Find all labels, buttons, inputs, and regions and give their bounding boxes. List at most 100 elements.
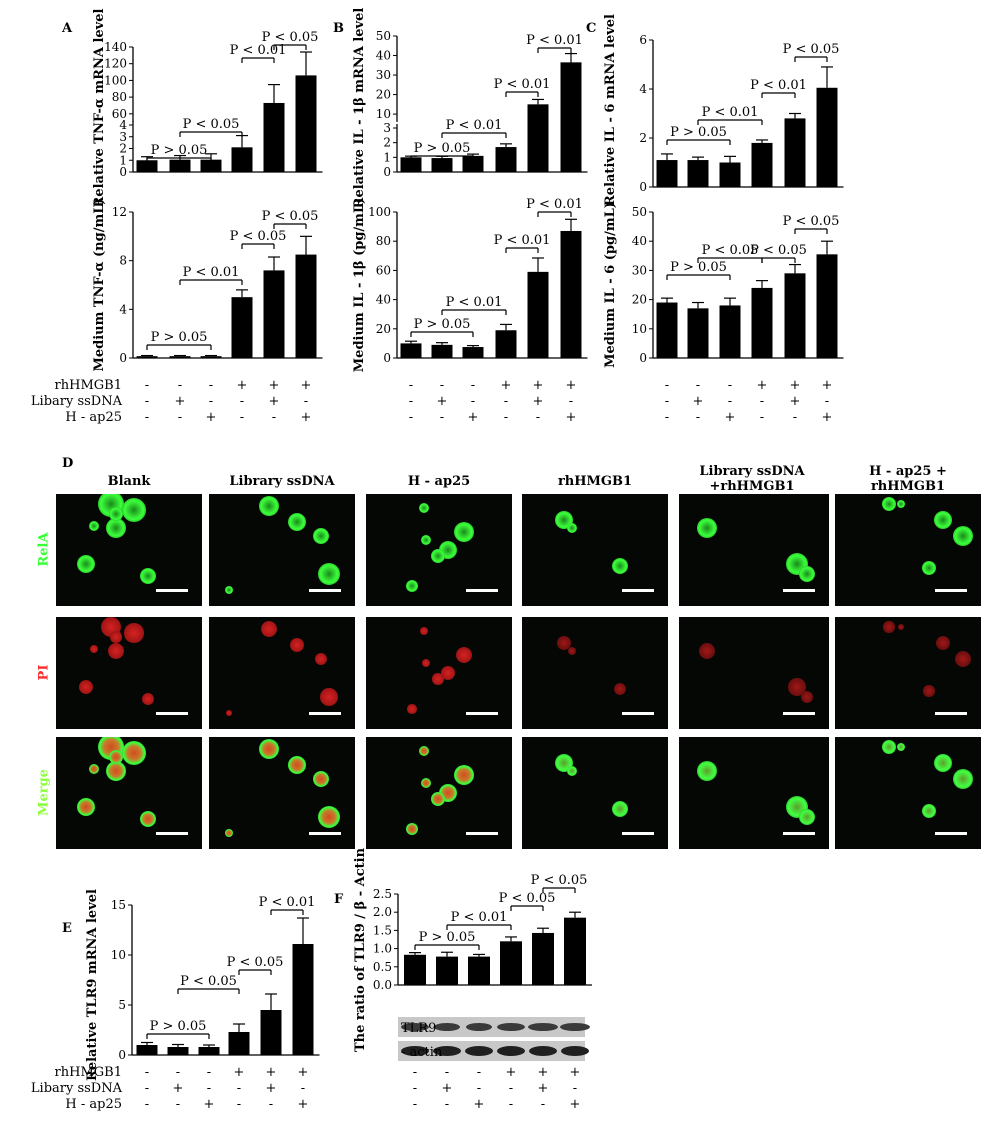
y-tick-label: 0 bbox=[119, 165, 127, 179]
treatment-sign: - bbox=[145, 1065, 149, 1080]
scale-bar bbox=[783, 832, 815, 835]
y-tick-label: 50 bbox=[632, 205, 647, 219]
cell bbox=[419, 746, 429, 756]
treatment-sign: - bbox=[504, 410, 508, 425]
y-axis-title: Medium IL - 6 (pg/mL) bbox=[603, 202, 618, 368]
treatment-sign: - bbox=[696, 410, 700, 425]
cell bbox=[568, 647, 576, 655]
y-tick-label: 4 bbox=[639, 82, 647, 96]
y-axis-title: Medium IL - 1β (pg/mL) bbox=[352, 198, 367, 372]
treatment-sign: - bbox=[413, 1065, 417, 1080]
scale-bar bbox=[466, 832, 498, 835]
cell bbox=[406, 580, 418, 592]
y-tick-label: 0 bbox=[383, 351, 391, 365]
bar bbox=[260, 1010, 282, 1055]
bar bbox=[263, 270, 285, 358]
cell bbox=[106, 761, 126, 781]
cell bbox=[110, 631, 122, 643]
y-tick-label: 80 bbox=[376, 234, 391, 248]
treatment-sign: - bbox=[209, 378, 213, 393]
micro-column-title: H - ap25 + rhHMGB1 bbox=[869, 464, 947, 494]
bar bbox=[468, 956, 490, 985]
treatment-sign: - bbox=[445, 1065, 449, 1080]
cell bbox=[407, 704, 417, 714]
blot-band bbox=[465, 1046, 493, 1056]
cell bbox=[259, 496, 279, 516]
treatment-label: Libary ssDNA bbox=[31, 394, 123, 409]
bar bbox=[816, 254, 838, 358]
blot-band bbox=[529, 1046, 557, 1056]
cell bbox=[697, 518, 717, 538]
p-value-label: P < 0.01 bbox=[230, 43, 287, 58]
cell bbox=[883, 621, 895, 633]
p-value-label: P > 0.05 bbox=[151, 330, 208, 345]
treatment-sign: - bbox=[477, 1081, 481, 1096]
treatment-sign: + bbox=[757, 378, 768, 393]
y-tick-label: 60 bbox=[112, 107, 127, 121]
bar bbox=[784, 118, 806, 187]
treatment-sign: - bbox=[471, 394, 475, 409]
blot-band bbox=[434, 1023, 460, 1031]
bar bbox=[231, 297, 253, 358]
y-tick-label: 0 bbox=[118, 1048, 126, 1062]
cell bbox=[697, 761, 717, 781]
cell bbox=[406, 823, 418, 835]
scale-bar bbox=[466, 712, 498, 715]
p-value-label: P < 0.01 bbox=[702, 105, 759, 120]
y-tick-label: 0.5 bbox=[373, 960, 392, 974]
micro-image-rela bbox=[522, 494, 668, 606]
blot-band bbox=[560, 1023, 590, 1031]
p-value-label: P > 0.05 bbox=[151, 143, 208, 158]
scale-bar bbox=[935, 712, 967, 715]
treatment-sign: + bbox=[301, 410, 312, 425]
bar bbox=[200, 356, 222, 358]
cell bbox=[89, 764, 99, 774]
y-tick-label: 15 bbox=[111, 898, 126, 912]
bar bbox=[292, 944, 314, 1055]
cell bbox=[288, 756, 306, 774]
bar bbox=[527, 271, 549, 358]
treatment-sign: + bbox=[266, 1081, 277, 1096]
y-tick-label: 10 bbox=[111, 948, 126, 962]
treatment-sign: + bbox=[501, 378, 512, 393]
treatment-sign: + bbox=[822, 410, 833, 425]
cell bbox=[421, 778, 431, 788]
treatment-sign: - bbox=[696, 378, 700, 393]
bar bbox=[295, 75, 317, 172]
y-tick-label: 12 bbox=[112, 205, 127, 219]
treatment-sign: + bbox=[566, 410, 577, 425]
treatment-sign: - bbox=[665, 394, 669, 409]
treatment-sign: + bbox=[442, 1081, 453, 1096]
p-value-label: P < 0.01 bbox=[259, 895, 316, 910]
treatment-sign: + bbox=[533, 378, 544, 393]
p-value-label: P < 0.05 bbox=[783, 42, 840, 57]
treatment-label: H - ap25 bbox=[65, 410, 122, 425]
cell bbox=[225, 829, 233, 837]
y-tick-label: 0 bbox=[119, 351, 127, 365]
treatment-sign: + bbox=[468, 410, 479, 425]
treatment-sign: + bbox=[474, 1097, 485, 1112]
treatment-sign: + bbox=[298, 1065, 309, 1080]
p-value-label: P < 0.01 bbox=[451, 910, 508, 925]
y-tick-label: 40 bbox=[376, 49, 391, 63]
micro-column-title: Library ssDNA bbox=[229, 474, 335, 489]
treatment-sign: - bbox=[176, 1065, 180, 1080]
treatment-sign: - bbox=[409, 394, 413, 409]
cell bbox=[77, 798, 95, 816]
p-value-label: P < 0.01 bbox=[526, 33, 583, 48]
cell bbox=[431, 549, 445, 563]
bar bbox=[136, 160, 158, 172]
cell bbox=[556, 635, 572, 651]
panel-letter-A: A bbox=[61, 21, 73, 36]
bar bbox=[751, 142, 773, 187]
micro-image-merge bbox=[56, 737, 202, 849]
cell bbox=[934, 754, 952, 772]
treatment-sign: + bbox=[790, 378, 801, 393]
p-value-label: P < 0.05 bbox=[531, 873, 588, 888]
treatment-sign: - bbox=[665, 410, 669, 425]
treatment-sign: - bbox=[825, 394, 829, 409]
cell bbox=[454, 765, 474, 785]
treatment-sign: + bbox=[204, 1097, 215, 1112]
bar bbox=[200, 159, 222, 172]
